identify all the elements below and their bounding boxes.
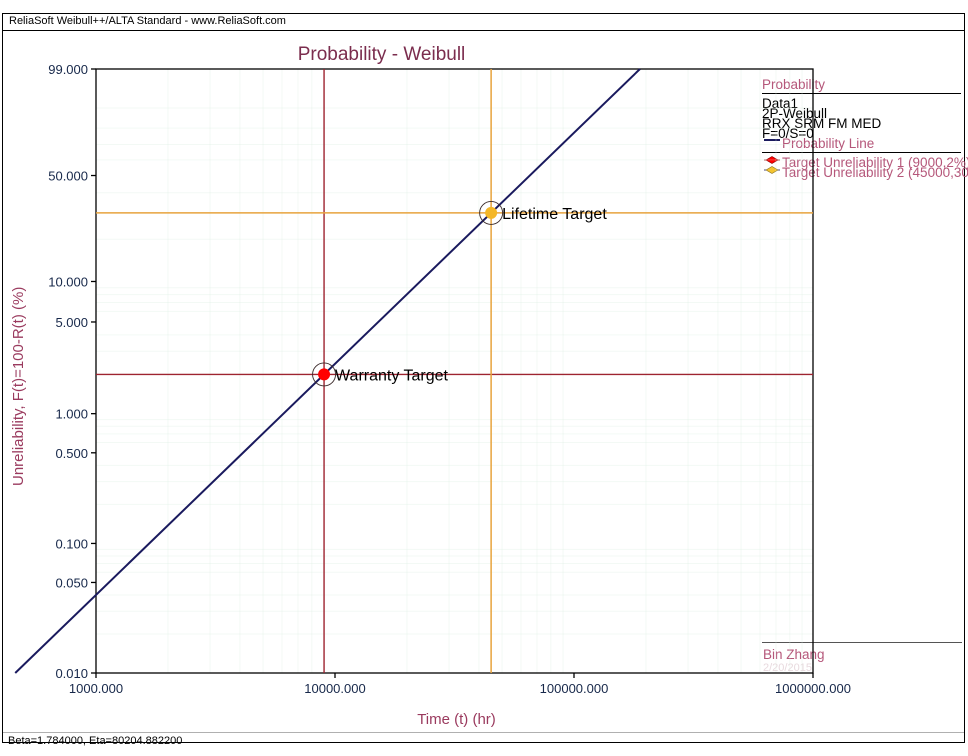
svg-text:0.050: 0.050 bbox=[55, 575, 88, 590]
svg-text:99.000: 99.000 bbox=[48, 62, 88, 77]
svg-text:1.000: 1.000 bbox=[55, 407, 88, 422]
svg-text:Lifetime Target: Lifetime Target bbox=[502, 206, 607, 223]
svg-text:10000.000: 10000.000 bbox=[304, 681, 365, 696]
svg-text:5.000: 5.000 bbox=[55, 315, 88, 330]
svg-text:0.500: 0.500 bbox=[55, 446, 88, 461]
svg-text:Warranty Target: Warranty Target bbox=[335, 367, 448, 384]
svg-text:50.000: 50.000 bbox=[48, 169, 88, 184]
svg-text:100000.000: 100000.000 bbox=[540, 681, 609, 696]
svg-text:0.100: 0.100 bbox=[55, 536, 88, 551]
svg-text:1000.000: 1000.000 bbox=[69, 681, 123, 696]
svg-text:0.010: 0.010 bbox=[55, 666, 88, 681]
svg-text:10.000: 10.000 bbox=[48, 274, 88, 289]
svg-text:1000000.000: 1000000.000 bbox=[775, 681, 851, 696]
